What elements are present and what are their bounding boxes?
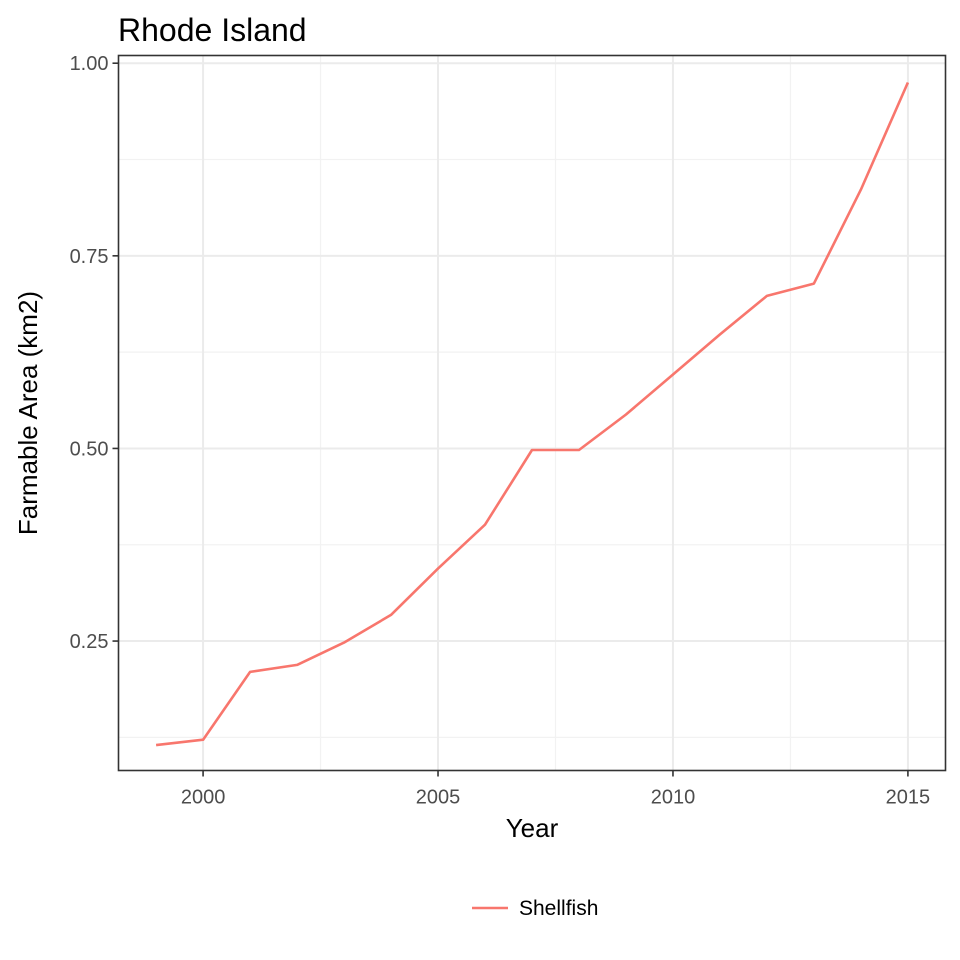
x-tick-label: 2000 [181,787,226,809]
series-line-shellfish [155,81,910,747]
plot-panel [117,54,947,772]
x-tick-label: 2005 [416,787,461,809]
y-tick-label: 0.25 [70,631,109,653]
series-layer [155,81,910,747]
y-axis-title: Farmable Area (km2) [13,291,43,535]
grid [118,55,946,771]
x-axis: 2000 2005 2010 2015 [181,770,931,809]
legend: Shellfish [472,897,598,920]
legend-label: Shellfish [519,897,598,920]
y-axis: 0.25 0.50 0.75 1.00 [70,53,119,653]
y-tick-label: 0.50 [70,438,109,460]
y-tick-label: 1.00 [70,53,109,75]
y-tick-label: 0.75 [70,246,109,268]
x-tick-label: 2010 [651,787,696,809]
chart-title: Rhode Island [118,12,307,48]
x-tick-label: 2015 [886,787,931,809]
x-axis-title: Year [506,813,559,843]
